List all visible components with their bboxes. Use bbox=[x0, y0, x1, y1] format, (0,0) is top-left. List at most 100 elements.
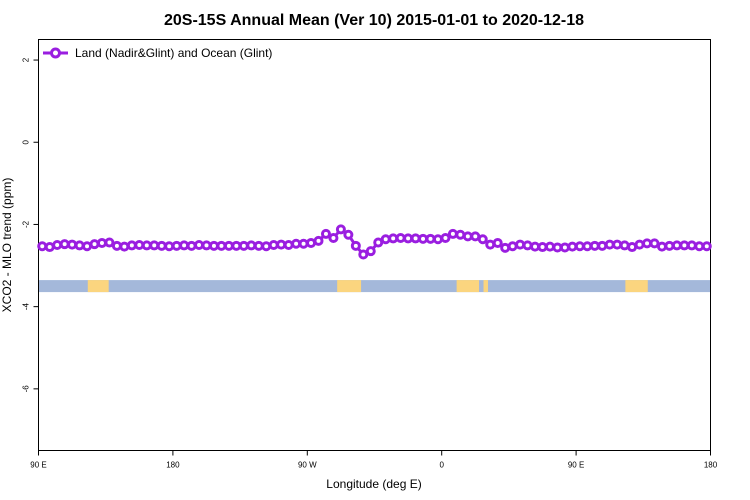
data-point bbox=[627, 242, 638, 253]
data-point bbox=[470, 231, 481, 242]
data-point bbox=[96, 237, 107, 248]
data-point bbox=[425, 233, 436, 244]
data-point bbox=[679, 240, 690, 251]
data-point bbox=[253, 240, 264, 251]
ocean-strip bbox=[38, 280, 711, 293]
data-point bbox=[246, 240, 257, 251]
data-point bbox=[171, 240, 182, 251]
legend-marker bbox=[50, 47, 61, 59]
data-point bbox=[358, 249, 369, 260]
data-point bbox=[403, 233, 414, 244]
data-point bbox=[111, 240, 122, 251]
data-point bbox=[522, 240, 533, 251]
y-tick-label: -2 bbox=[22, 220, 31, 228]
data-point bbox=[298, 238, 309, 249]
x-tick-label: 180 bbox=[166, 461, 180, 470]
data-point bbox=[612, 239, 623, 250]
data-point bbox=[597, 240, 608, 251]
data-point bbox=[604, 239, 615, 250]
data-point bbox=[544, 241, 555, 252]
data-point bbox=[500, 242, 511, 253]
data-point bbox=[485, 239, 496, 250]
data-point bbox=[350, 240, 361, 251]
x-tick-label: 0 bbox=[439, 461, 444, 470]
data-point bbox=[335, 224, 346, 235]
y-axis: 2 0 -2 -4 -6 bbox=[22, 57, 39, 392]
data-point bbox=[328, 233, 339, 244]
land-strip-segment bbox=[483, 280, 488, 293]
data-point bbox=[223, 240, 234, 251]
x-tick-label: 90 E bbox=[568, 461, 584, 470]
data-point bbox=[141, 240, 152, 251]
data-point bbox=[574, 241, 585, 252]
data-point bbox=[395, 233, 406, 244]
data-point bbox=[52, 240, 63, 250]
data-point bbox=[89, 239, 100, 250]
chart-title: 20S-15S Annual Mean (Ver 10) 2015-01-01 … bbox=[164, 12, 584, 29]
data-point bbox=[447, 228, 458, 239]
data-point bbox=[119, 241, 130, 252]
land-strip-segment bbox=[87, 280, 109, 293]
data-point bbox=[373, 237, 384, 248]
data-point bbox=[82, 241, 93, 252]
data-point bbox=[261, 241, 272, 252]
data-point bbox=[231, 240, 242, 251]
data-point bbox=[656, 241, 667, 252]
data-point bbox=[492, 237, 503, 248]
data-point bbox=[283, 240, 294, 250]
legend: Land (Nadir&Glint) and Ocean (Glint) bbox=[43, 46, 272, 60]
data-point bbox=[664, 240, 675, 251]
data-point bbox=[567, 241, 578, 252]
data-point bbox=[208, 240, 219, 251]
data-point bbox=[238, 240, 249, 251]
y-tick-label: -6 bbox=[22, 385, 31, 393]
data-point bbox=[410, 233, 421, 244]
data-point bbox=[418, 233, 429, 244]
data-point bbox=[477, 234, 488, 245]
data-point bbox=[74, 240, 85, 251]
data-point bbox=[649, 238, 660, 249]
data-point bbox=[530, 241, 541, 252]
data-point bbox=[156, 240, 167, 251]
data-point bbox=[149, 240, 160, 251]
data-point bbox=[201, 240, 212, 251]
data-point bbox=[104, 237, 115, 248]
data-point bbox=[552, 242, 563, 253]
data-point bbox=[432, 234, 443, 245]
x-tick-label: 90 E bbox=[30, 461, 46, 470]
data-point bbox=[515, 239, 526, 250]
data-point bbox=[507, 241, 518, 252]
x-tick-label: 90 W bbox=[298, 461, 317, 470]
data-point bbox=[634, 239, 645, 250]
data-point bbox=[701, 241, 712, 252]
data-point bbox=[642, 238, 653, 249]
data-point bbox=[559, 242, 570, 253]
y-tick-label: -4 bbox=[22, 303, 31, 311]
surface-strip bbox=[38, 280, 711, 293]
data-point bbox=[306, 237, 317, 248]
data-point bbox=[365, 246, 376, 257]
data-point bbox=[380, 234, 391, 245]
data-point bbox=[194, 240, 205, 250]
data-point bbox=[671, 240, 682, 251]
data-point bbox=[44, 242, 55, 253]
y-tick-label: 0 bbox=[22, 139, 31, 144]
legend-label: Land (Nadir&Glint) and Ocean (Glint) bbox=[75, 46, 272, 60]
data-point bbox=[462, 231, 473, 242]
y-tick-label: 2 bbox=[22, 57, 31, 62]
data-point bbox=[320, 228, 331, 239]
data-point bbox=[67, 239, 78, 250]
data-point bbox=[37, 241, 48, 252]
land-strip-segment bbox=[456, 280, 480, 293]
data-point bbox=[59, 239, 70, 250]
data-point bbox=[537, 242, 548, 253]
data-point bbox=[186, 240, 197, 251]
data-point bbox=[388, 233, 399, 244]
data-point bbox=[582, 241, 593, 252]
data-point bbox=[686, 240, 697, 251]
data-point bbox=[268, 240, 279, 250]
data-point bbox=[313, 235, 324, 246]
data-point bbox=[619, 240, 630, 251]
data-point bbox=[216, 240, 227, 251]
